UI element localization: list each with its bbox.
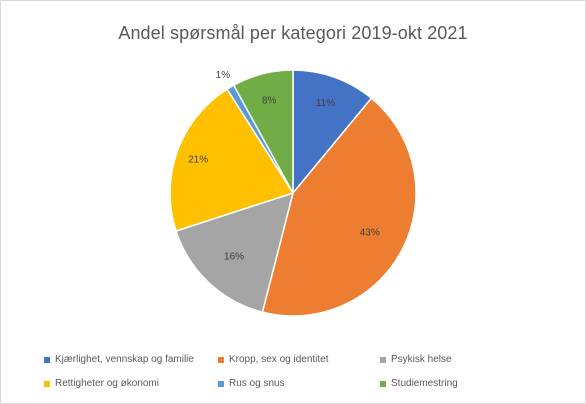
legend-swatch (44, 356, 50, 363)
legend-swatch (380, 380, 386, 387)
legend-swatch (218, 380, 224, 387)
pie-slice-kropp (261, 97, 417, 317)
pie-slice-rettigheter (169, 88, 295, 232)
legend-item-rettigheter: Rettigheter og økonomi (44, 378, 159, 389)
legend-item-kjaerlighet: Kjærlighet, vennskap og familie (44, 354, 194, 365)
chart-title: Andel spørsmål per kategori 2019-okt 202… (118, 23, 468, 43)
data-label-rettigheter: 21% (188, 154, 208, 165)
legend-label: Psykisk helse (391, 354, 452, 365)
legend-item-studiemestring: Studiemestring (380, 378, 458, 389)
legend-item-psykisk: Psykisk helse (380, 354, 452, 365)
data-label-rus: 1% (216, 70, 231, 81)
legend-label: Kjærlighet, vennskap og familie (55, 354, 194, 365)
legend-label: Rus og snus (229, 378, 285, 389)
legend-swatch (218, 356, 224, 363)
data-label-studiemestring: 8% (262, 96, 277, 107)
legend-swatch (380, 356, 386, 363)
legend-label: Kropp, sex og identitet (229, 354, 329, 365)
legend-label: Studiemestring (391, 378, 458, 389)
pie-slice-studiemestring (232, 69, 294, 194)
data-label-psykisk: 16% (224, 251, 244, 262)
legend-swatch (44, 380, 50, 387)
legend-item-rus: Rus og snus (218, 378, 285, 389)
legend-item-kropp: Kropp, sex og identitet (218, 354, 329, 365)
legend-label: Rettigheter og økonomi (55, 378, 159, 389)
pie-slice-psykisk (175, 191, 295, 314)
pie-slice-kjaerlighet (292, 69, 373, 196)
data-label-kropp: 43% (360, 228, 380, 239)
data-label-kjaerlighet: 11% (316, 98, 335, 109)
